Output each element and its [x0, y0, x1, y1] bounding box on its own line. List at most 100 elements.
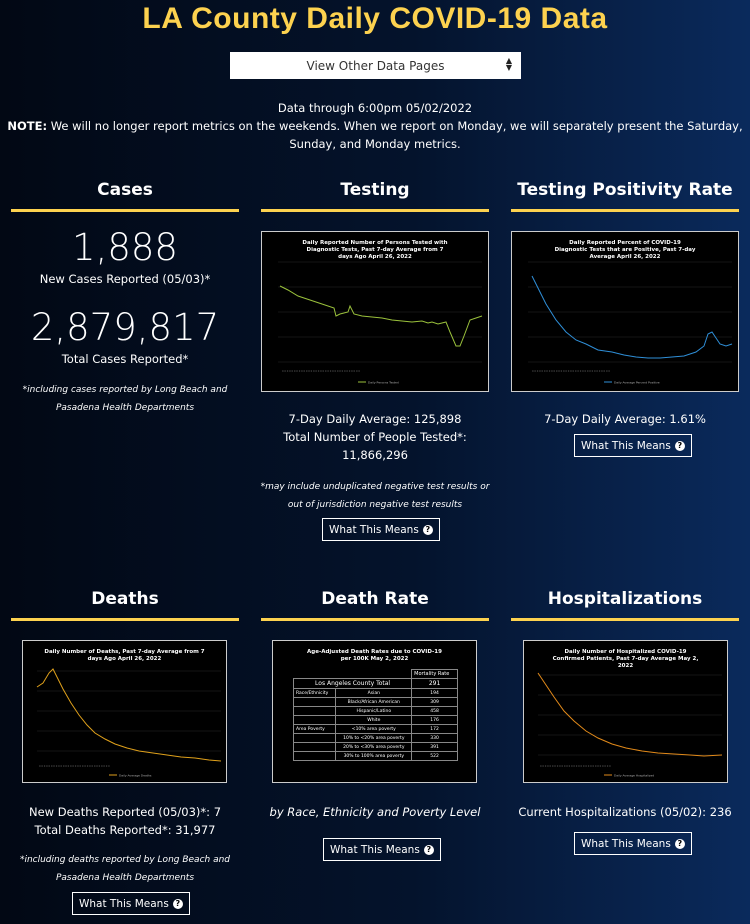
- positivity-what-this-means-button[interactable]: What This Means ?: [574, 434, 692, 457]
- deaths-series-line: [36, 668, 222, 762]
- row-value-cell: 330: [411, 733, 458, 743]
- row-value-cell: 172: [411, 724, 458, 734]
- note-label: NOTE:: [7, 119, 48, 133]
- svg-text:Daily Average Hospitalized: Daily Average Hospitalized: [614, 774, 654, 778]
- positivity-chart-title: Daily Reported Percent of COVID-19 Diagn…: [554, 240, 696, 260]
- hospitalizations-button-label: What This Means: [581, 837, 671, 850]
- positivity-title: Testing Positivity Rate: [511, 180, 739, 212]
- death-rate-table-image: Age-Adjusted Death Rates due to COVID-19…: [272, 640, 477, 783]
- table-row: Area Poverty <10% area poverty 172: [292, 724, 458, 734]
- testing-total-label: Total Number of People Tested*:: [283, 430, 467, 444]
- testing-avg: 7-Day Daily Average: 125,898: [288, 412, 462, 426]
- row-group-cell: [292, 697, 337, 707]
- row-group-cell: [292, 715, 337, 725]
- row-value-cell: 458: [411, 706, 458, 716]
- svg-text:0 0 0 0 0 0 0 0 0 0 0 0 0 0 0: 0 0 0 0 0 0 0 0 0 0 0 0 0 0 0 0 0 0 0 0 …: [282, 369, 360, 373]
- deaths-new: New Deaths Reported (05/03)*: 7: [28, 805, 222, 819]
- cases-title: Cases: [11, 180, 239, 212]
- row-group-cell: [292, 733, 337, 743]
- table-row: Black/African American 309: [292, 697, 458, 707]
- testing-button-label: What This Means: [329, 523, 419, 536]
- total-cases-value: 2,879,817: [30, 306, 220, 349]
- svg-text:0 0 0 0 0 0 0 0 0 0 0 0 0 0 0: 0 0 0 0 0 0 0 0 0 0 0 0 0 0 0 0 0 0 0 0 …: [532, 369, 610, 373]
- svg-text:Daily Persons Tested: Daily Persons Tested: [368, 381, 399, 385]
- row-group-cell: Race/Ethnicity: [292, 688, 337, 698]
- positivity-chart: Daily Reported Percent of COVID-19 Diagn…: [511, 231, 739, 392]
- new-cases-label: New Cases Reported (05/03)*: [39, 272, 211, 286]
- row-group-cell: Area Poverty: [292, 724, 337, 734]
- svg-text:Daily Average Percent Positive: Daily Average Percent Positive: [614, 381, 660, 385]
- data-pages-select[interactable]: View Other Data Pages ▲ ▼: [230, 52, 521, 79]
- death-rate-title: Death Rate: [261, 589, 489, 621]
- note-text: We will no longer report metrics on the …: [50, 119, 743, 151]
- row-value-cell: 309: [411, 697, 458, 707]
- positivity-series-line: [531, 275, 733, 359]
- svg-text:0 0 0 0 0 0 0 0 0 0 0 0 0 0 0: 0 0 0 0 0 0 0 0 0 0 0 0 0 0 0 0 0 0 0 0 …: [39, 764, 110, 768]
- question-circle-icon: ?: [674, 440, 685, 451]
- row-label-cell: Black/African American: [335, 697, 413, 707]
- hospitalizations-what-this-means-button[interactable]: What This Means ?: [574, 832, 692, 855]
- table-row: Race/Ethnicity Asian 194: [292, 688, 458, 698]
- deaths-what-this-means-button[interactable]: What This Means ?: [72, 892, 190, 915]
- testing-chart-title: Daily Reported Number of Persons Tested …: [302, 240, 448, 260]
- testing-chart-svg: 0 0 0 0 0 0 0 0 0 0 0 0 0 0 0 0 0 0 0 0 …: [278, 261, 483, 385]
- deaths-footnote: *including deaths reported by Long Beach…: [19, 855, 231, 883]
- table-row: 10% to <20% area poverty 330: [292, 733, 458, 743]
- death-rate-table: Mortality Rate Los Angeles County Total 2…: [292, 669, 458, 761]
- row-label-cell: 10% to <20% area poverty: [335, 733, 413, 743]
- testing-total-value: 11,866,296: [342, 448, 408, 462]
- row-group-cell: [292, 706, 337, 716]
- hospitalizations-chart-title: Daily Number of Hospitalized COVID-19 Co…: [552, 649, 699, 669]
- up-down-arrows-icon: ▲ ▼: [505, 56, 512, 72]
- death-rate-total-value: 291: [411, 678, 458, 689]
- positivity-button-label: What This Means: [581, 439, 671, 452]
- question-circle-icon: ?: [172, 898, 183, 909]
- question-circle-icon: ?: [422, 524, 433, 535]
- row-label-cell: 20% to <30% area poverty: [335, 742, 413, 752]
- hospitalizations-title: Hospitalizations: [511, 589, 739, 621]
- row-value-cell: 176: [411, 715, 458, 725]
- row-value-cell: 522: [411, 751, 458, 761]
- deaths-chart-svg: 0 0 0 0 0 0 0 0 0 0 0 0 0 0 0 0 0 0 0 0 …: [36, 668, 222, 778]
- death-rate-col-header: Mortality Rate: [411, 669, 458, 679]
- select-label: View Other Data Pages: [306, 58, 445, 73]
- positivity-avg: 7-Day Daily Average: 1.61%: [544, 412, 706, 426]
- table-row: White 176: [292, 715, 458, 725]
- positivity-chart-svg: 0 0 0 0 0 0 0 0 0 0 0 0 0 0 0 0 0 0 0 0 …: [528, 261, 733, 385]
- svg-text:Daily Average Deaths: Daily Average Deaths: [119, 774, 152, 778]
- question-circle-icon: ?: [674, 838, 685, 849]
- question-circle-icon: ?: [423, 844, 434, 855]
- row-group-cell: [292, 742, 337, 752]
- death-rate-button-label: What This Means: [330, 843, 420, 856]
- row-group-cell: [292, 751, 337, 761]
- cases-footnote: *including cases reported by Long Beach …: [22, 385, 228, 413]
- death-rate-total-label: Los Angeles County Total: [292, 678, 413, 689]
- hospitalizations-chart: Daily Number of Hospitalized COVID-19 Co…: [523, 640, 728, 783]
- page-title: LA County Daily COVID-19 Data: [142, 2, 608, 35]
- table-row: 20% to <30% area poverty 391: [292, 742, 458, 752]
- testing-what-this-means-button[interactable]: What This Means ?: [322, 518, 440, 541]
- svg-text:0 0 0 0 0 0 0 0 0 0 0 0 0 0 0: 0 0 0 0 0 0 0 0 0 0 0 0 0 0 0 0 0 0 0 0 …: [540, 764, 611, 768]
- hospitalizations-current: Current Hospitalizations (05/02): 236: [518, 805, 732, 819]
- table-row: 30% to 100% area poverty 522: [292, 751, 458, 761]
- hospitalizations-chart-svg: 0 0 0 0 0 0 0 0 0 0 0 0 0 0 0 0 0 0 0 0 …: [537, 672, 723, 778]
- deaths-title: Deaths: [11, 589, 239, 621]
- deaths-chart-title: Daily Number of Deaths, Past 7-day Avera…: [44, 649, 205, 662]
- death-rate-chart-title: Age-Adjusted Death Rates due to COVID-19…: [307, 649, 442, 662]
- row-label-cell: <10% area poverty: [335, 724, 413, 734]
- testing-title: Testing: [261, 180, 489, 212]
- row-label-cell: 30% to 100% area poverty: [335, 751, 413, 761]
- deaths-chart: Daily Number of Deaths, Past 7-day Avera…: [22, 640, 227, 783]
- deaths-button-label: What This Means: [79, 897, 169, 910]
- row-label-cell: Hispanic/Latino: [335, 706, 413, 716]
- deaths-total: Total Deaths Reported*: 31,977: [34, 823, 216, 837]
- death-rate-what-this-means-button[interactable]: What This Means ?: [323, 838, 441, 861]
- new-cases-value: 1,888: [72, 226, 178, 269]
- testing-chart: Daily Reported Number of Persons Tested …: [261, 231, 489, 392]
- notice: Data through 6:00pm 05/02/2022 NOTE: We …: [0, 99, 750, 153]
- testing-footnote: *may include unduplicated negative test …: [260, 482, 490, 510]
- row-label-cell: White: [335, 715, 413, 725]
- data-through-text: Data through 6:00pm 05/02/2022: [277, 101, 473, 115]
- testing-series-line: [279, 285, 483, 347]
- death-rate-caption: by Race, Ethnicity and Poverty Level: [269, 805, 481, 819]
